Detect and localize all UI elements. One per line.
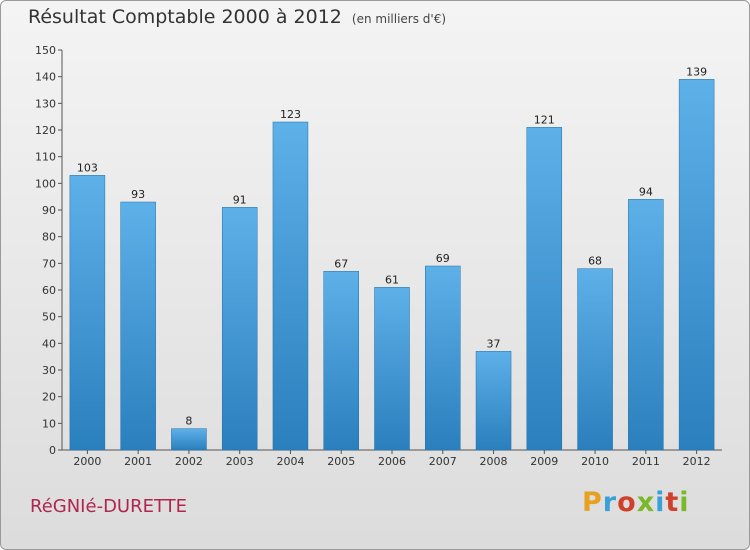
logo-letter: o [617, 487, 637, 518]
x-tick-label: 2000 [73, 455, 101, 468]
y-tick-label: 50 [42, 311, 56, 324]
logo-letter: x [636, 487, 656, 518]
data-label: 61 [385, 273, 399, 286]
x-tick-label: 2012 [683, 455, 711, 468]
data-label: 93 [131, 188, 145, 201]
data-label: 94 [639, 185, 653, 198]
bar-2012 [678, 79, 715, 451]
data-label: 8 [185, 415, 192, 428]
y-tick-label: 40 [42, 337, 56, 350]
x-tick-label: 2004 [276, 455, 304, 468]
logo-letter: r [602, 487, 618, 518]
y-tick-label: 0 [49, 444, 56, 457]
proxiti-logo: Proxiti [582, 487, 690, 518]
bar-2011 [628, 199, 664, 451]
y-tick-label: 90 [42, 204, 56, 217]
x-tick-label: 2002 [175, 455, 203, 468]
x-tick-label: 2003 [226, 455, 254, 468]
data-label: 68 [588, 255, 602, 268]
logo-letter: i [679, 487, 690, 518]
bar-2010 [577, 268, 613, 451]
y-tick-label: 70 [42, 257, 56, 270]
data-label: 67 [334, 257, 348, 270]
title-text: Résultat Comptable 2000 à 2012 [28, 6, 342, 28]
data-label: 91 [233, 193, 247, 206]
x-tick-label: 2001 [124, 455, 152, 468]
x-tick-label: 2005 [327, 455, 355, 468]
y-tick-label: 20 [42, 391, 56, 404]
data-label: 123 [280, 108, 301, 121]
y-tick-label: 30 [42, 364, 56, 377]
bar-2003 [221, 207, 258, 451]
logo-letter: t [665, 487, 680, 518]
logo-letter: P [582, 487, 603, 518]
subtitle-text: (en milliers d'€) [351, 12, 447, 26]
chart-title: Résultat Comptable 2000 à 2012 (en millie… [28, 6, 446, 28]
bar-2001 [120, 201, 156, 451]
logo-letter: i [655, 487, 666, 518]
data-label: 69 [436, 252, 450, 265]
x-tick-label: 2009 [530, 455, 558, 468]
bar-2004 [272, 121, 309, 451]
x-tick-label: 2006 [378, 455, 406, 468]
data-label: 103 [77, 161, 98, 174]
x-tick-label: 2011 [632, 455, 660, 468]
bar-2005 [323, 271, 359, 451]
bar-2000 [69, 175, 106, 451]
x-tick-label: 2008 [480, 455, 508, 468]
y-tick-label: 80 [42, 231, 56, 244]
bar-2009 [526, 127, 563, 451]
data-label: 37 [487, 337, 501, 350]
bar-2006 [374, 287, 410, 451]
x-tick-label: 2007 [429, 455, 457, 468]
y-tick-label: 130 [35, 97, 56, 110]
bar-2002 [171, 428, 207, 451]
data-label: 121 [534, 113, 555, 126]
x-tick-label: 2010 [581, 455, 609, 468]
data-label: 139 [686, 65, 707, 78]
y-tick-label: 140 [35, 71, 56, 84]
y-tick-label: 110 [35, 151, 56, 164]
y-tick-label: 10 [42, 417, 56, 430]
y-tick-label: 60 [42, 284, 56, 297]
y-tick-label: 120 [35, 124, 56, 137]
y-tick-label: 150 [35, 44, 56, 57]
commune-name: RéGNIé-DURETTE [30, 496, 188, 517]
bar-2008 [475, 351, 512, 451]
y-tick-label: 100 [35, 177, 56, 190]
bar-2007 [425, 265, 461, 451]
